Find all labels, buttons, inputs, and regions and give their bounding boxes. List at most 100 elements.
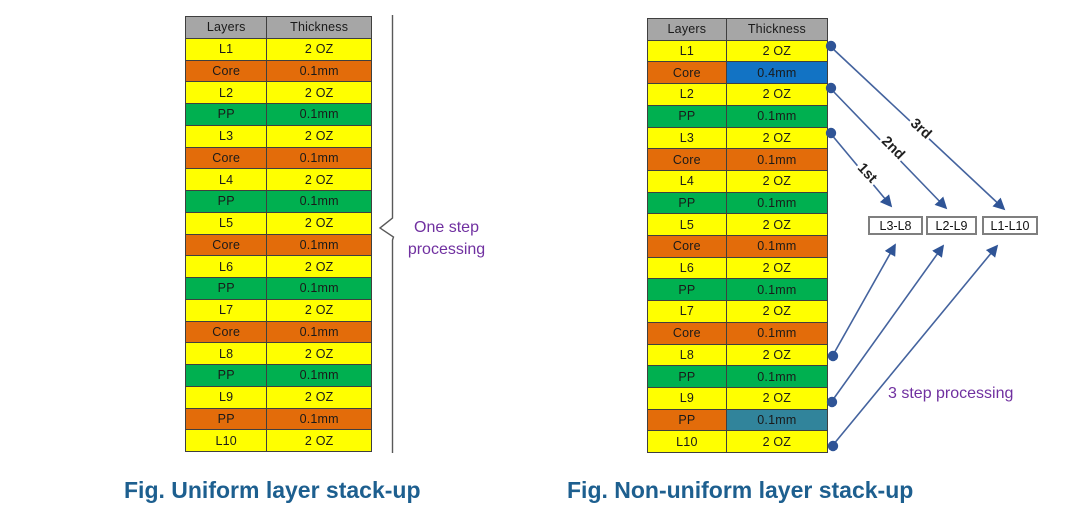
layer-row: L10 2 OZ xyxy=(186,429,371,451)
layer-name-cell: L3 xyxy=(648,127,727,149)
layer-name-cell: L8 xyxy=(648,344,727,366)
layer-thickness-cell: 2 OZ xyxy=(726,257,827,279)
non-uniform-stackup-table: Layers Thickness L1 2 OZ Core 0.4mm L2 2 OZ PP 0.… xyxy=(647,18,828,453)
layer-name-cell: PP xyxy=(648,105,727,127)
layer-thickness-cell: 0.1mm xyxy=(267,365,371,386)
arrow-l8-to-box xyxy=(832,243,896,356)
layer-name-cell: L4 xyxy=(186,169,268,190)
layer-row: PP 0.1mm xyxy=(186,277,371,299)
column-header-thickness: Thickness xyxy=(267,17,371,38)
layer-row: L8 2 OZ xyxy=(186,342,371,364)
layer-row: PP 0.1mm xyxy=(648,191,827,214)
layer-name-cell: PP xyxy=(648,192,727,214)
layer-row: L8 2 OZ xyxy=(648,343,827,366)
layer-thickness-cell: 0.1mm xyxy=(267,104,371,125)
layer-row: L4 2 OZ xyxy=(186,168,371,190)
layer-row: Core 0.1mm xyxy=(648,148,827,170)
layer-row: Core 0.1mm xyxy=(186,146,371,169)
layer-name-cell: L7 xyxy=(186,299,268,321)
step-label-1st: 1st xyxy=(854,160,880,186)
dot-l9 xyxy=(826,396,838,408)
layer-row: L7 2 OZ xyxy=(186,298,371,321)
layer-row: L2 2 OZ xyxy=(648,83,827,105)
arrow-l10-to-box xyxy=(832,244,999,446)
layer-row: PP 0.1mm xyxy=(648,278,827,301)
layer-row: L1 2 OZ xyxy=(648,39,827,62)
lamination-box-l2-l9: L2-L9 xyxy=(926,216,977,235)
layer-row: PP 0.1mm xyxy=(648,104,827,127)
layer-name-cell: Core xyxy=(648,149,727,170)
layer-name-cell: L5 xyxy=(648,214,727,236)
layer-row: L2 2 OZ xyxy=(186,81,371,103)
layer-name-cell: L10 xyxy=(648,431,727,453)
layer-thickness-cell: 0.1mm xyxy=(726,236,827,257)
layer-thickness-cell: 2 OZ xyxy=(726,84,827,105)
layer-name-cell: L9 xyxy=(186,386,268,408)
layer-thickness-cell: 0.1mm xyxy=(267,278,371,299)
layer-thickness-cell: 2 OZ xyxy=(267,386,371,408)
layer-row: L5 2 OZ xyxy=(648,213,827,236)
layer-thickness-cell: 2 OZ xyxy=(267,430,371,451)
layer-name-cell: L1 xyxy=(648,40,727,62)
layer-name-cell: L7 xyxy=(648,301,727,322)
layer-name-cell: L6 xyxy=(186,256,268,277)
layer-name-cell: Core xyxy=(186,321,268,343)
layer-name-cell: Core xyxy=(648,62,727,84)
layer-name-cell: PP xyxy=(648,279,727,301)
layer-row: L9 2 OZ xyxy=(648,386,827,409)
layer-thickness-cell: 2 OZ xyxy=(726,344,827,366)
layer-name-cell: Core xyxy=(186,147,268,169)
layer-row: Core 0.4mm xyxy=(648,61,827,84)
layer-thickness-cell: 2 OZ xyxy=(267,38,371,60)
layer-thickness-cell: 2 OZ xyxy=(726,170,827,192)
layer-thickness-cell: 0.1mm xyxy=(726,322,827,344)
layer-row: L6 2 OZ xyxy=(648,256,827,279)
layer-row: PP 0.1mm xyxy=(186,364,371,386)
layer-row: PP 0.1mm xyxy=(648,365,827,387)
layer-name-cell: L10 xyxy=(186,430,268,451)
layer-row: Core 0.1mm xyxy=(648,235,827,257)
one-step-processing-label: One step processing xyxy=(407,219,486,258)
layer-thickness-cell: 0.4mm xyxy=(726,62,827,84)
uniform-stackup-table: Layers Thickness L1 2 OZ Core 0.1mm L2 2 OZ PP 0.… xyxy=(185,16,372,452)
layer-name-cell: PP xyxy=(186,365,268,386)
layer-row: L6 2 OZ xyxy=(186,255,371,277)
layer-row: L9 2 OZ xyxy=(186,385,371,408)
layer-row: PP 0.1mm xyxy=(186,103,371,125)
layer-thickness-cell: 0.1mm xyxy=(726,105,827,127)
one-step-brace-icon xyxy=(378,15,395,453)
layer-thickness-cell: 2 OZ xyxy=(726,214,827,236)
layer-name-cell: Core xyxy=(648,236,727,257)
layer-name-cell: L4 xyxy=(648,170,727,192)
layer-name-cell: L5 xyxy=(186,212,268,234)
layer-name-cell: L2 xyxy=(186,82,268,103)
layer-thickness-cell: 2 OZ xyxy=(726,127,827,149)
layer-row: L4 2 OZ xyxy=(648,169,827,192)
layer-thickness-cell: 0.1mm xyxy=(267,408,371,430)
arrow-2nd-step xyxy=(830,88,948,210)
layer-thickness-cell: 2 OZ xyxy=(267,125,371,147)
layer-row: L7 2 OZ xyxy=(648,300,827,322)
layer-name-cell: L6 xyxy=(648,257,727,279)
layer-thickness-cell: 2 OZ xyxy=(267,343,371,364)
layer-thickness-cell: 0.1mm xyxy=(726,366,827,387)
layer-thickness-cell: 2 OZ xyxy=(267,299,371,321)
arrow-l9-to-box xyxy=(831,244,945,402)
layer-row: PP 0.1mm xyxy=(186,407,371,430)
layer-thickness-cell: 2 OZ xyxy=(267,256,371,277)
step-label-2nd: 2nd xyxy=(878,133,908,163)
layer-name-cell: Core xyxy=(186,60,268,82)
dot-l10 xyxy=(827,440,839,452)
layer-name-cell: L8 xyxy=(186,343,268,364)
lamination-box-l3-l8: L3-L8 xyxy=(868,216,923,235)
layer-thickness-cell: 0.1mm xyxy=(267,60,371,82)
layer-name-cell: PP xyxy=(186,408,268,430)
layer-row: L5 2 OZ xyxy=(186,211,371,234)
layer-thickness-cell: 2 OZ xyxy=(726,301,827,322)
layer-name-cell: L9 xyxy=(648,387,727,409)
layer-row: Core 0.1mm xyxy=(648,321,827,344)
table-header-row: Layers Thickness xyxy=(648,19,827,40)
layer-row: Core 0.1mm xyxy=(186,59,371,82)
